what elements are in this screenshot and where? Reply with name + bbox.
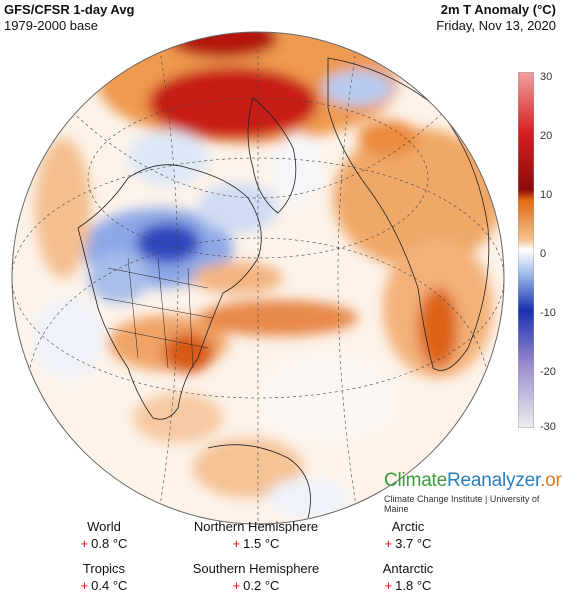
stat-value: 3.7 °C (395, 536, 432, 551)
brand-part-reanalyzer: Reanalyzer (447, 470, 541, 491)
stat-label: Antarctic (382, 561, 434, 576)
anomaly-globe-map (11, 31, 505, 525)
colorbar-tick: 0 (540, 248, 547, 260)
stat-world: World +0.8 °C (24, 518, 184, 552)
stat-arctic: Arctic +3.7 °C (328, 518, 488, 552)
colorbar (518, 72, 534, 428)
stat-northern-hemisphere: Northern Hemisphere +1.5 °C (176, 518, 336, 552)
anomaly-field (33, 32, 503, 518)
colorbar-ticks: 30 20 10 0 -10 -20 -30 (536, 0, 562, 594)
brand-part-org: .org (540, 470, 562, 491)
stat-sign: + (80, 578, 89, 593)
globe-outline (11, 31, 505, 525)
colorbar-tick: -30 (540, 421, 556, 433)
variable-title: 2m T Anomaly (°C) (440, 2, 556, 17)
stat-tropics: Tropics +0.4 °C (24, 560, 184, 594)
brand-subtitle: Climate Change Institute | University of… (384, 494, 540, 514)
stat-label: Northern Hemisphere (193, 519, 319, 534)
header-left: GFS/CFSR 1-day Avg 1979-2000 base (4, 2, 135, 34)
map-date: Friday, Nov 13, 2020 (436, 18, 556, 33)
stat-sign: + (384, 536, 393, 551)
state-borders (102, 257, 214, 369)
stat-sign: + (232, 536, 241, 551)
stat-label: Southern Hemisphere (192, 561, 320, 576)
colorbar-tick: 30 (540, 71, 553, 83)
stat-value: 1.5 °C (243, 536, 280, 551)
model-title: GFS/CFSR 1-day Avg (4, 2, 135, 17)
stat-value: 0.4 °C (91, 578, 128, 593)
colorbar-tick: -10 (540, 307, 556, 319)
globe-surface (12, 32, 504, 524)
stat-value: 0.2 °C (243, 578, 280, 593)
colorbar-tick: 10 (540, 189, 553, 201)
stat-value: 0.8 °C (91, 536, 128, 551)
stat-southern-hemisphere: Southern Hemisphere +0.2 °C (176, 560, 336, 594)
stat-sign: + (384, 578, 393, 593)
stat-value: 1.8 °C (395, 578, 432, 593)
stat-antarctic: Antarctic +1.8 °C (328, 560, 488, 594)
colorbar-gradient (518, 72, 534, 428)
brand-part-climate: Climate (384, 470, 448, 491)
colorbar-tick: -20 (540, 366, 556, 378)
stat-sign: + (80, 536, 89, 551)
stat-sign: + (232, 578, 241, 593)
stat-label: Arctic (391, 519, 425, 534)
stat-label: World (87, 519, 121, 534)
brand-logo[interactable]: ClimateReanalyzer.org (384, 470, 562, 492)
header-right: 2m T Anomaly (°C) Friday, Nov 13, 2020 (436, 2, 556, 34)
stat-label: Tropics (82, 561, 126, 576)
base-period: 1979-2000 base (4, 18, 98, 33)
colorbar-tick: 20 (540, 130, 553, 142)
